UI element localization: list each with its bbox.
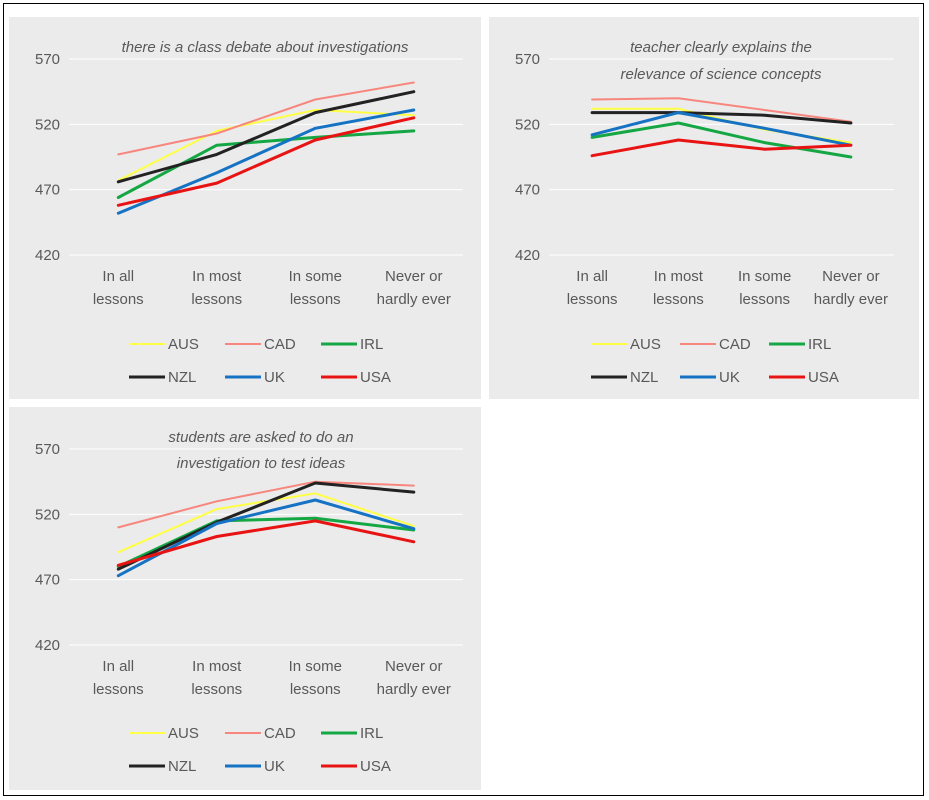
y-tick-label: 470 [35, 182, 60, 199]
y-tick-label: 570 [35, 441, 60, 458]
legend-label-usa: USA [808, 369, 839, 386]
x-category-label: lessons [290, 681, 341, 698]
series-line-irl [590, 121, 853, 159]
x-category-label: In all [102, 268, 134, 285]
legend-label-irl: IRL [808, 336, 831, 353]
legend-label-irl: IRL [360, 725, 383, 742]
series-line-cad [591, 97, 852, 123]
series-line-nzl [590, 111, 853, 125]
x-category-label: lessons [290, 291, 341, 308]
legend-label-cad: CAD [719, 336, 751, 353]
series-line-nzl [116, 481, 416, 571]
line-chart: 420 470 520 570 teacher clearly explains the… [515, 39, 894, 386]
x-category-label: lessons [567, 291, 618, 308]
chart-title: students are asked to do an [168, 429, 353, 446]
legend-label-irl: IRL [360, 336, 383, 353]
x-category-label: Never or [385, 658, 443, 675]
x-category-label: lessons [93, 291, 144, 308]
x-category-label: In most [192, 658, 242, 675]
legend-label-usa: USA [360, 758, 391, 775]
y-tick-label: 420 [35, 637, 60, 654]
x-category-label: In some [738, 268, 791, 285]
y-tick-label: 570 [35, 51, 60, 68]
x-category-label: In all [102, 658, 134, 675]
x-category-label: lessons [739, 291, 790, 308]
y-tick-label: 420 [515, 247, 540, 264]
y-tick-label: 570 [515, 51, 540, 68]
chart-title: teacher clearly explains the [630, 39, 812, 56]
x-category-label: In most [192, 268, 242, 285]
series-line-nzl [116, 90, 416, 184]
chart-title: relevance of science concepts [621, 66, 822, 83]
series-line-irl [116, 129, 416, 199]
x-category-label: lessons [191, 681, 242, 698]
x-category-label: In all [576, 268, 608, 285]
series-line-usa [116, 116, 416, 207]
line-chart: 420 470 520 570 students are asked to do an i… [35, 429, 463, 775]
series-line-uk [590, 111, 853, 147]
legend-label-aus: AUS [168, 725, 199, 742]
legend-label-aus: AUS [168, 336, 199, 353]
series-line-irl [116, 516, 416, 569]
series-line-usa [590, 138, 853, 158]
line-chart: 420 470 520 570 there is a class debate abou… [35, 39, 463, 386]
y-tick-label: 470 [35, 572, 60, 589]
y-tick-label: 520 [35, 506, 60, 523]
x-category-label: hardly ever [377, 681, 451, 698]
chart-title: investigation to test ideas [177, 455, 346, 472]
legend-label-uk: UK [264, 369, 285, 386]
y-tick-label: 470 [515, 182, 540, 199]
x-category-label: In most [654, 268, 704, 285]
chart-panel-relevance-concepts: 420 470 520 570 teacher clearly explains the… [489, 17, 919, 399]
chart-title: there is a class debate about investigat… [122, 39, 409, 56]
x-category-label: lessons [191, 291, 242, 308]
legend-label-nzl: NZL [630, 369, 658, 386]
y-tick-label: 520 [35, 116, 60, 133]
figure-frame: 420 470 520 570 there is a class debate abou… [3, 3, 924, 796]
series-line-aus [117, 109, 415, 182]
x-category-label: lessons [93, 681, 144, 698]
x-category-label: In some [289, 658, 342, 675]
legend-label-aus: AUS [630, 336, 661, 353]
chart-panel-investigation-debate: 420 470 520 570 there is a class debate abou… [9, 17, 481, 399]
x-category-label: Never or [385, 268, 443, 285]
x-category-label: hardly ever [377, 291, 451, 308]
chart-panel-test-ideas: 420 470 520 570 students are asked to do an i… [9, 407, 481, 790]
legend-label-nzl: NZL [168, 758, 196, 775]
legend-label-uk: UK [264, 758, 285, 775]
legend-label-cad: CAD [264, 725, 296, 742]
x-category-label: lessons [653, 291, 704, 308]
legend-label-uk: UK [719, 369, 740, 386]
y-tick-label: 420 [35, 247, 60, 264]
legend-label-usa: USA [360, 369, 391, 386]
y-tick-label: 520 [515, 116, 540, 133]
x-category-label: hardly ever [814, 291, 888, 308]
legend-label-nzl: NZL [168, 369, 196, 386]
series-line-cad [117, 81, 415, 156]
x-category-label: Never or [822, 268, 880, 285]
legend-label-cad: CAD [264, 336, 296, 353]
series-line-cad [117, 480, 415, 529]
x-category-label: In some [289, 268, 342, 285]
series-line-usa [116, 519, 416, 567]
